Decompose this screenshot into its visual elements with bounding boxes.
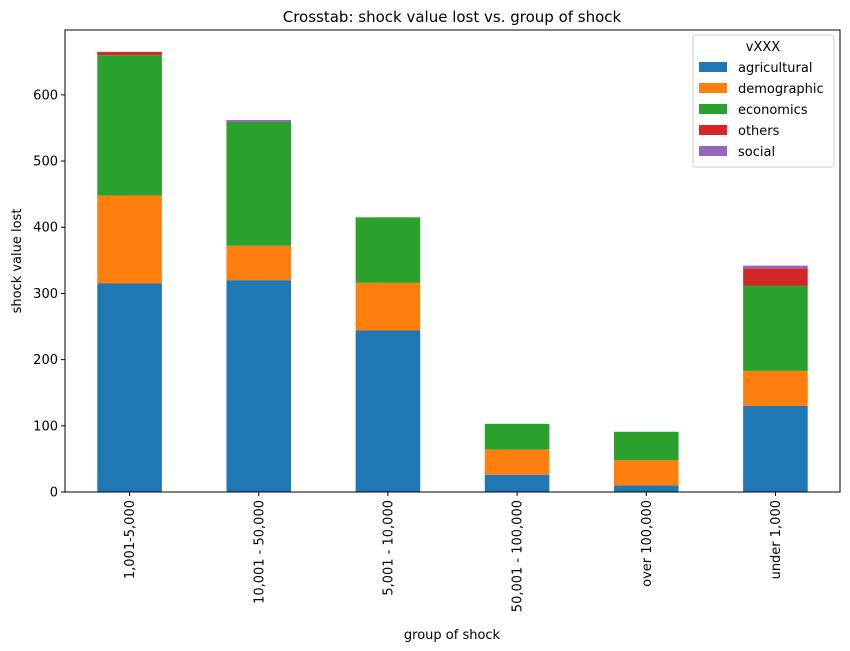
legend: vXXX agricultural demographic economics oth… (692, 34, 835, 168)
chart-title: Crosstab: shock value lost vs. group of … (283, 8, 622, 26)
bar-demographic-5 (743, 370, 808, 406)
y-tick-label-3: 300 (33, 287, 58, 302)
bar-agricultural-0 (97, 283, 162, 492)
bar-demographic-3 (484, 449, 550, 475)
bar-social-5 (743, 265, 808, 269)
y-tick-label-2: 200 (33, 353, 58, 368)
x-tick-label-1: 10,001 - 50,000 (252, 500, 267, 604)
x-tick-label-0: 1,001-5,000 (123, 500, 138, 579)
legend-label-economics: economics (738, 103, 808, 118)
bar-economics-5 (743, 285, 808, 371)
x-axis-label: group of shock (404, 628, 501, 643)
legend-label-agricultural: agricultural (738, 61, 812, 76)
axes-layer (64, 29, 841, 493)
bar-agricultural-4 (613, 485, 679, 492)
x-tick-label-3: 50,001 - 100,000 (511, 500, 526, 612)
bar-demographic-4 (613, 460, 679, 486)
y-tick-label-4: 400 (33, 221, 58, 236)
bar-agricultural-5 (743, 405, 808, 492)
y-tick-label-5: 500 (33, 155, 58, 170)
legend-label-social: social (738, 145, 775, 160)
bar-agricultural-3 (484, 474, 550, 492)
bar-others-0 (97, 51, 162, 56)
x-tick-label-5: under 1,000 (769, 500, 784, 579)
bar-agricultural-2 (355, 330, 421, 492)
bar-economics-1 (226, 122, 292, 246)
y-tick-label-1: 100 (33, 419, 58, 434)
legend-swatch-social (699, 146, 727, 156)
legend-swatch-agricultural (699, 62, 727, 72)
x-tick-label-4: over 100,000 (640, 500, 655, 587)
bar-demographic-1 (226, 245, 292, 281)
bar-demographic-0 (97, 195, 162, 284)
legend-swatch-others (699, 125, 727, 135)
plot-frame (64, 29, 841, 493)
bar-economics-2 (355, 217, 421, 283)
ticks-layer: 0 100 200 300 400 500 600 1,001-5,000 10,001 - 5… (33, 88, 784, 612)
y-tick-label-6: 600 (33, 88, 58, 103)
bar-economics-3 (484, 423, 550, 450)
legend-swatch-demographic (699, 83, 727, 93)
legend-swatch-economics (699, 104, 727, 114)
y-axis-label: shock value lost (10, 209, 25, 314)
bar-agricultural-1 (226, 280, 292, 492)
y-tick-label-0: 0 (50, 486, 58, 501)
legend-label-others: others (738, 124, 780, 139)
legend-title: vXXX (746, 40, 781, 55)
bar-demographic-2 (355, 282, 421, 331)
bar-economics-0 (97, 55, 162, 196)
bar-others-5 (743, 268, 808, 286)
bar-economics-4 (613, 431, 679, 461)
x-tick-label-2: 5,001 - 10,000 (381, 500, 396, 596)
bars-layer (97, 51, 808, 492)
bar-social-1 (226, 120, 292, 123)
legend-label-demographic: demographic (738, 82, 824, 97)
legend-items: agricultural demographic economics others so… (699, 61, 824, 160)
legend-frame (692, 34, 835, 168)
